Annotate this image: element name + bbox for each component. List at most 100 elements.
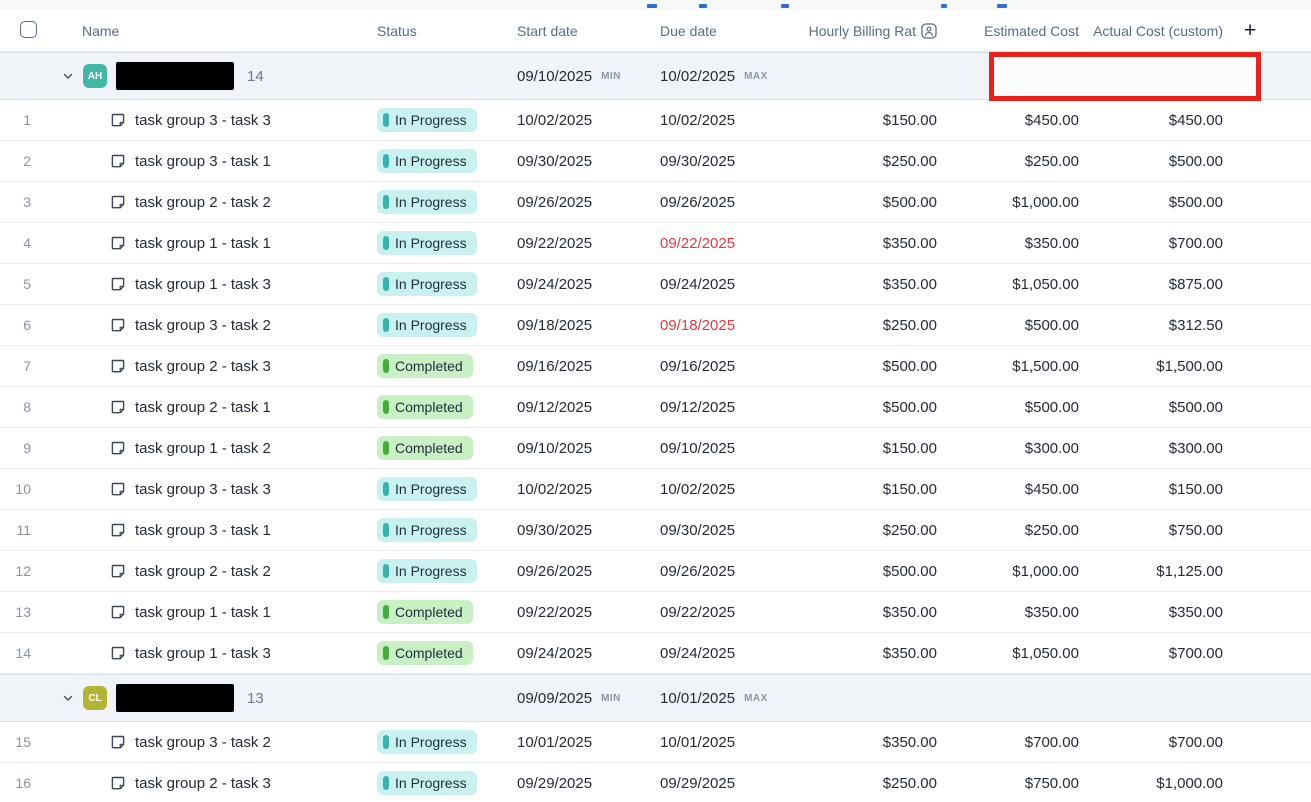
start-date-cell[interactable]: 10/02/2025: [517, 112, 660, 129]
actual-cost-cell[interactable]: $1,000.00: [1156, 774, 1223, 792]
start-date-cell[interactable]: 09/18/2025: [517, 317, 660, 334]
hourly-billing-rate-cell[interactable]: $250.00: [882, 316, 937, 334]
column-header-actual-cost[interactable]: Actual Cost (custom): [1086, 23, 1230, 39]
start-date-cell[interactable]: 10/02/2025: [517, 481, 660, 498]
task-name-cell[interactable]: task group 3 - task 3: [48, 481, 370, 498]
due-date-cell[interactable]: 09/29/2025: [660, 775, 803, 792]
status-cell[interactable]: In Progress: [370, 149, 517, 173]
column-header-estimated-cost[interactable]: Estimated Cost: [944, 23, 1086, 39]
status-badge[interactable]: In Progress: [377, 730, 477, 754]
actual-cost-cell[interactable]: $500.00: [1168, 193, 1223, 211]
due-date-cell[interactable]: 09/26/2025: [660, 194, 803, 211]
status-badge[interactable]: In Progress: [377, 559, 477, 583]
due-date-cell[interactable]: 09/26/2025: [660, 563, 803, 580]
estimated-cost-cell[interactable]: $350.00: [1024, 603, 1079, 621]
estimated-cost-cell[interactable]: $1,000.00: [1012, 193, 1079, 211]
actual-cost-cell[interactable]: $300.00: [1168, 439, 1223, 457]
actual-cost-cell[interactable]: $700.00: [1168, 733, 1223, 751]
estimated-cost-cell[interactable]: $1,000.00: [1012, 562, 1079, 580]
estimated-cost-cell[interactable]: $500.00: [1024, 398, 1079, 416]
due-date-cell[interactable]: 10/01/2025: [660, 734, 803, 751]
task-name-cell[interactable]: task group 1 - task 1: [48, 604, 370, 621]
estimated-cost-cell[interactable]: $450.00: [1024, 480, 1079, 498]
due-date-cell[interactable]: 10/02/2025: [660, 481, 803, 498]
status-cell[interactable]: In Progress: [370, 559, 517, 583]
status-cell[interactable]: In Progress: [370, 272, 517, 296]
table-row[interactable]: 2 task group 3 - task 1 In Progress 09/30/2…: [0, 141, 1311, 182]
start-date-cell[interactable]: 09/24/2025: [517, 276, 660, 293]
estimated-cost-cell[interactable]: $450.00: [1024, 111, 1079, 129]
estimated-cost-cell[interactable]: $1,050.00: [1012, 644, 1079, 662]
header-select-all[interactable]: [0, 20, 48, 41]
start-date-cell[interactable]: 10/01/2025: [517, 734, 660, 751]
task-name-cell[interactable]: task group 1 - task 3: [48, 645, 370, 662]
table-row[interactable]: 14 task group 1 - task 3 Completed 09/24/20…: [0, 633, 1311, 674]
status-badge[interactable]: Completed: [377, 436, 473, 460]
group-start-date-cell[interactable]: 09/10/2025 MIN: [517, 68, 660, 85]
actual-cost-cell[interactable]: $700.00: [1168, 234, 1223, 252]
column-header-status[interactable]: Status: [370, 23, 517, 39]
chevron-down-icon[interactable]: [62, 70, 74, 82]
task-name-cell[interactable]: task group 1 - task 3: [48, 276, 370, 293]
table-row[interactable]: 12 task group 2 - task 2 In Progress 09/26/…: [0, 551, 1311, 592]
start-date-cell[interactable]: 09/26/2025: [517, 194, 660, 211]
status-cell[interactable]: Completed: [370, 600, 517, 624]
actual-cost-cell[interactable]: $350.00: [1168, 603, 1223, 621]
hourly-billing-rate-cell[interactable]: $150.00: [882, 480, 937, 498]
estimated-cost-cell[interactable]: $700.00: [1024, 733, 1079, 751]
start-date-cell[interactable]: 09/24/2025: [517, 645, 660, 662]
hourly-billing-rate-cell[interactable]: $350.00: [882, 644, 937, 662]
table-row[interactable]: 15 task group 3 - task 2 In Progress 10/01/…: [0, 722, 1311, 763]
hourly-billing-rate-cell[interactable]: $500.00: [882, 562, 937, 580]
status-badge[interactable]: In Progress: [377, 272, 477, 296]
due-date-cell[interactable]: 09/10/2025: [660, 440, 803, 457]
start-date-cell[interactable]: 09/30/2025: [517, 153, 660, 170]
hourly-billing-rate-cell[interactable]: $250.00: [882, 152, 937, 170]
status-badge[interactable]: In Progress: [377, 149, 477, 173]
task-name-cell[interactable]: task group 2 - task 2: [48, 563, 370, 580]
start-date-cell[interactable]: 09/22/2025: [517, 604, 660, 621]
status-badge[interactable]: In Progress: [377, 518, 477, 542]
actual-cost-cell[interactable]: $500.00: [1168, 398, 1223, 416]
actual-cost-cell[interactable]: $150.00: [1168, 480, 1223, 498]
hourly-billing-rate-cell[interactable]: $150.00: [882, 439, 937, 457]
actual-cost-cell[interactable]: $312.50: [1168, 316, 1223, 334]
table-row[interactable]: 1 task group 3 - task 3 In Progress 10/02/2…: [0, 100, 1311, 141]
status-cell[interactable]: In Progress: [370, 190, 517, 214]
hourly-billing-rate-cell[interactable]: $350.00: [882, 234, 937, 252]
task-name-cell[interactable]: task group 3 - task 1: [48, 153, 370, 170]
add-column-button[interactable]: +: [1244, 19, 1257, 42]
task-name-cell[interactable]: task group 2 - task 3: [48, 358, 370, 375]
estimated-cost-cell[interactable]: $250.00: [1024, 152, 1079, 170]
estimated-cost-cell[interactable]: $350.00: [1024, 234, 1079, 252]
status-badge[interactable]: In Progress: [377, 108, 477, 132]
estimated-cost-cell[interactable]: $500.00: [1024, 316, 1079, 334]
task-name-cell[interactable]: task group 3 - task 3: [48, 112, 370, 129]
start-date-cell[interactable]: 09/16/2025: [517, 358, 660, 375]
table-row[interactable]: 9 task group 1 - task 2 Completed 09/10/202…: [0, 428, 1311, 469]
task-name-cell[interactable]: task group 2 - task 1: [48, 399, 370, 416]
due-date-cell[interactable]: 09/22/2025: [660, 235, 803, 252]
estimated-cost-cell[interactable]: $300.00: [1024, 439, 1079, 457]
due-date-cell[interactable]: 09/16/2025: [660, 358, 803, 375]
table-row[interactable]: 11 task group 3 - task 1 In Progress 09/30/…: [0, 510, 1311, 551]
actual-cost-cell[interactable]: $1,125.00: [1156, 562, 1223, 580]
status-cell[interactable]: Completed: [370, 354, 517, 378]
status-badge[interactable]: In Progress: [377, 313, 477, 337]
column-header-hourly-billing-rate[interactable]: Hourly Billing Rat: [803, 23, 944, 39]
task-name-cell[interactable]: task group 3 - task 2: [48, 317, 370, 334]
actual-cost-cell[interactable]: $700.00: [1168, 644, 1223, 662]
status-badge[interactable]: In Progress: [377, 477, 477, 501]
estimated-cost-cell[interactable]: $1,500.00: [1012, 357, 1079, 375]
actual-cost-cell[interactable]: $875.00: [1168, 275, 1223, 293]
status-badge[interactable]: In Progress: [377, 190, 477, 214]
hourly-billing-rate-cell[interactable]: $500.00: [882, 357, 937, 375]
due-date-cell[interactable]: 10/02/2025: [660, 112, 803, 129]
status-cell[interactable]: In Progress: [370, 771, 517, 795]
status-badge[interactable]: Completed: [377, 395, 473, 419]
table-row[interactable]: 8 task group 2 - task 1 Completed 09/12/202…: [0, 387, 1311, 428]
table-row[interactable]: 13 task group 1 - task 1 Completed 09/22/20…: [0, 592, 1311, 633]
status-cell[interactable]: In Progress: [370, 108, 517, 132]
table-row[interactable]: 3 task group 2 - task 2 In Progress 09/26/2…: [0, 182, 1311, 223]
table-row[interactable]: 6 task group 3 - task 2 In Progress 09/18/2…: [0, 305, 1311, 346]
